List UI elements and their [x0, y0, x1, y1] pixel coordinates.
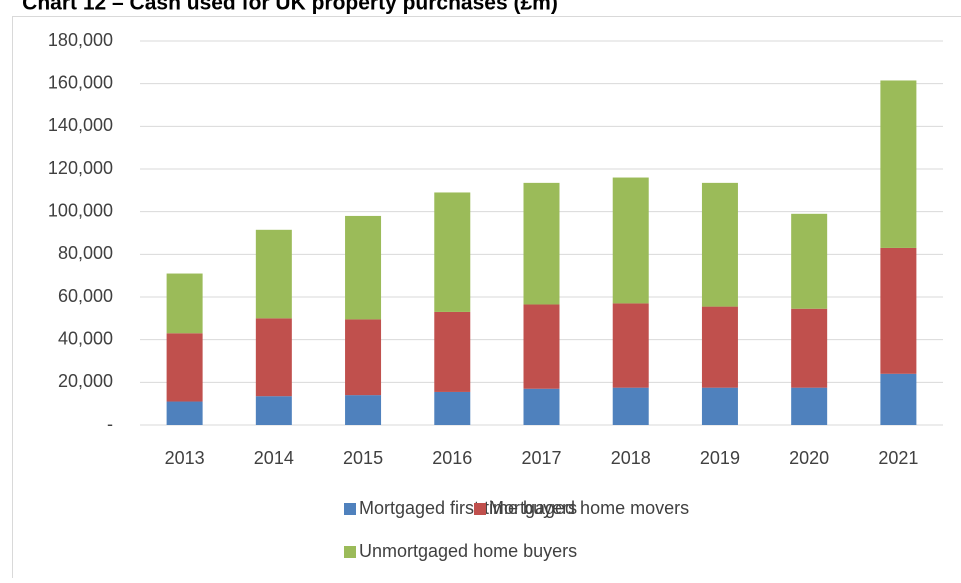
legend-label: Unmortgaged home buyers	[359, 541, 577, 561]
x-tick-label: 2013	[165, 448, 205, 468]
legend-label: Mortgaged home movers	[489, 498, 689, 518]
bar-segment	[524, 389, 560, 425]
y-tick-label: 140,000	[48, 115, 113, 135]
chart-title: Chart 12 – Cash used for UK property pur…	[22, 0, 558, 15]
bar-segment	[345, 319, 381, 395]
bar-segment	[880, 374, 916, 425]
y-tick-label: 100,000	[48, 200, 113, 220]
y-tick-label: 20,000	[58, 371, 113, 391]
y-tick-label: 180,000	[48, 30, 113, 50]
y-tick-label: 60,000	[58, 286, 113, 306]
x-tick-label: 2017	[521, 448, 561, 468]
bar-segment	[434, 192, 470, 311]
bar-segment	[167, 333, 203, 401]
x-tick-label: 2018	[611, 448, 651, 468]
bar-segment	[791, 388, 827, 425]
bar-segment	[613, 178, 649, 304]
bar-segment	[702, 388, 738, 425]
bar-segment	[791, 309, 827, 388]
y-tick-label: 80,000	[58, 243, 113, 263]
bar-segment	[434, 312, 470, 392]
legend-swatch	[344, 546, 356, 558]
x-tick-label: 2015	[343, 448, 383, 468]
bar-segment	[791, 214, 827, 309]
bar-segment	[345, 395, 381, 425]
bar-segment	[613, 303, 649, 387]
bar-segment	[256, 230, 292, 319]
bar-segment	[167, 402, 203, 425]
bar-segment	[345, 216, 381, 319]
x-tick-label: 2014	[254, 448, 294, 468]
x-tick-label: 2016	[432, 448, 472, 468]
y-tick-label: 120,000	[48, 158, 113, 178]
y-tick-label: 40,000	[58, 328, 113, 348]
bar-segment	[524, 304, 560, 388]
x-tick-label: 2019	[700, 448, 740, 468]
bar-segment	[256, 318, 292, 396]
legend-swatch	[474, 503, 486, 515]
bar-segment	[613, 388, 649, 425]
y-tick-label: 160,000	[48, 72, 113, 92]
bar-segment	[167, 274, 203, 334]
legend-swatch	[344, 503, 356, 515]
x-tick-label: 2020	[789, 448, 829, 468]
x-tick-label: 2021	[878, 448, 918, 468]
bar-segment	[880, 80, 916, 247]
y-tick-label: -	[107, 414, 113, 434]
bar-segment	[702, 183, 738, 307]
bar-segment	[256, 396, 292, 425]
bar-segment	[524, 183, 560, 305]
bar-segment	[702, 307, 738, 388]
bar-segment	[880, 248, 916, 374]
bar-segment	[434, 392, 470, 425]
